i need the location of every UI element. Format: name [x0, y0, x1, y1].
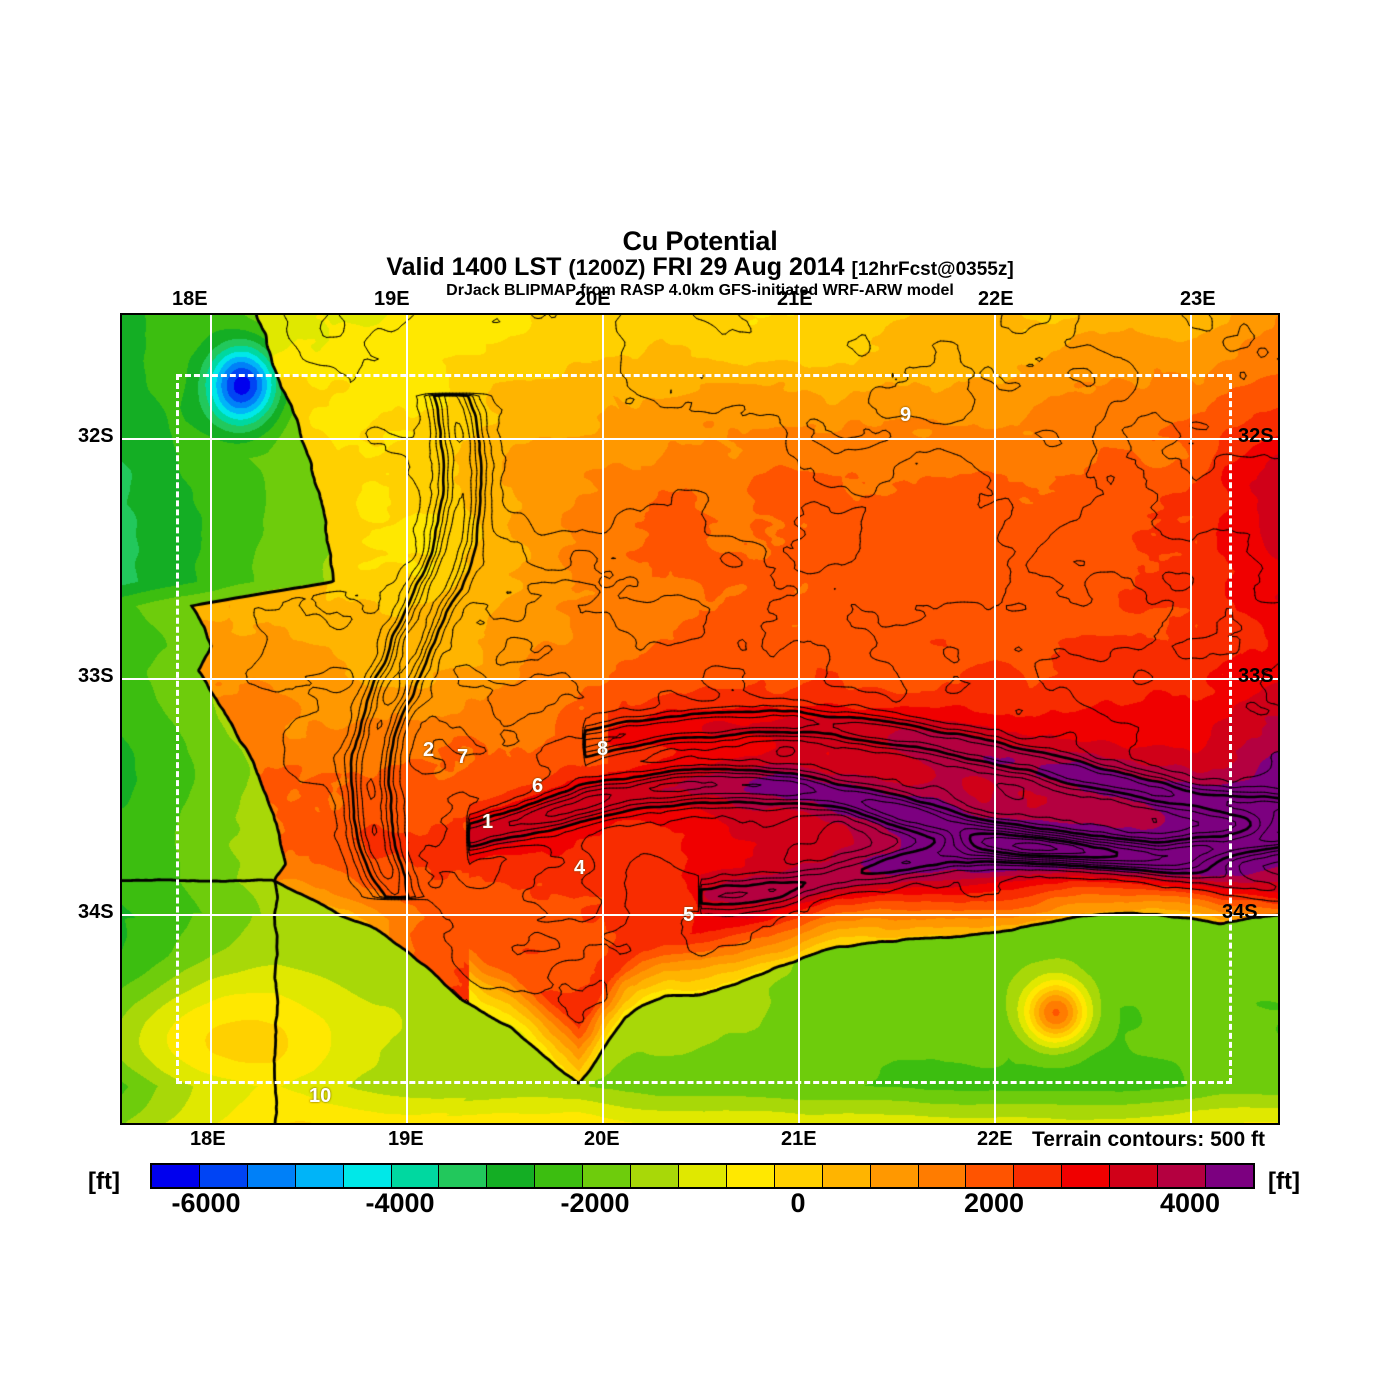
- axis-bottom-lon-18e: 18E: [190, 1128, 226, 1150]
- colorbar-swatch-19: [1062, 1165, 1111, 1187]
- colorbar-swatch-11: [678, 1165, 727, 1187]
- gridline-lat-34s: [122, 914, 1278, 916]
- axis-top-lon-22e: 22E: [978, 288, 1014, 310]
- axis-top-lon-19e: 19E: [374, 288, 410, 310]
- colorbar-swatch-7: [487, 1165, 536, 1187]
- colorbar-unit-left: [ft]: [88, 1168, 120, 1195]
- site-marker-1[interactable]: 1: [482, 811, 494, 833]
- colorbar-swatch-12: [726, 1165, 775, 1187]
- axis-top-lon-23e: 23E: [1180, 288, 1216, 310]
- site-marker-8[interactable]: 8: [597, 738, 609, 760]
- colorbar-swatch-6: [439, 1165, 488, 1187]
- colorbar-swatch-1: [199, 1165, 248, 1187]
- forecast-tag: [12hrFcst@0355z]: [851, 259, 1014, 280]
- colorbar-tick-4000: 4000: [1159, 1188, 1221, 1218]
- colorbar-swatch-17: [966, 1165, 1015, 1187]
- terrain-heatmap-canvas: [122, 315, 1278, 1123]
- colorbar-tick--2000: -2000: [560, 1188, 630, 1218]
- colorbar-swatch-5: [391, 1165, 440, 1187]
- map-panel[interactable]: 10 2 7 6 1 8 4 5 9: [120, 313, 1280, 1125]
- gridline-lat-33s: [122, 678, 1278, 680]
- colorbar-tick-0: 0: [790, 1188, 806, 1218]
- colorbar-swatch-15: [870, 1165, 919, 1187]
- colorbar-swatch-13: [774, 1165, 823, 1187]
- site-marker-10[interactable]: 10: [309, 1085, 332, 1107]
- colorbar-swatch-16: [918, 1165, 967, 1187]
- colorbar-swatch-14: [822, 1165, 871, 1187]
- colorbar-swatch-0: [152, 1165, 200, 1187]
- axis-left-lat-32s: 32S: [78, 425, 114, 447]
- colorbar-swatch-3: [295, 1165, 344, 1187]
- colorbar-swatch-2: [247, 1165, 296, 1187]
- gridline-lon-23e: [1190, 315, 1192, 1123]
- axis-bottom-lon-20e: 20E: [584, 1128, 620, 1150]
- colorbar-swatch-4: [343, 1165, 392, 1187]
- site-marker-6[interactable]: 6: [532, 775, 544, 797]
- axis-top-lon-20e: 20E: [575, 288, 611, 310]
- page-title: Cu Potential: [622, 226, 778, 256]
- axis-right-lat-34s: 34S: [1222, 901, 1258, 923]
- colorbar-swatch-8: [535, 1165, 584, 1187]
- colorbar-swatch-9: [583, 1165, 632, 1187]
- colorbar-swatch-18: [1014, 1165, 1063, 1187]
- axis-bottom-lon-19e: 19E: [388, 1128, 424, 1150]
- gridline-lon-19e: [406, 315, 408, 1123]
- valid-time-utc: (1200Z): [568, 255, 646, 280]
- colorbar-unit-right: [ft]: [1268, 1168, 1300, 1195]
- colorbar-swatch-10: [631, 1165, 679, 1187]
- axis-top-lon-21e: 21E: [777, 288, 813, 310]
- axis-left-lat-33s: 33S: [78, 665, 114, 687]
- axis-left-lat-34s: 34S: [78, 901, 114, 923]
- gridline-lat-32s: [122, 438, 1278, 440]
- gridline-lon-21e: [798, 315, 800, 1123]
- gridline-lon-18e: [210, 315, 212, 1123]
- axis-bottom-lon-21e: 21E: [781, 1128, 817, 1150]
- valid-time-line: Valid 1400 LST (1200Z) FRI 29 Aug 2014 […: [0, 255, 1400, 280]
- gridline-lon-20e: [602, 315, 604, 1123]
- site-marker-9[interactable]: 9: [900, 404, 912, 426]
- colorbar-swatch-21: [1158, 1165, 1206, 1187]
- colorbar-tick--4000: -4000: [365, 1188, 435, 1218]
- model-note: DrJack BLIPMAP from RASP 4.0km GFS-initi…: [446, 282, 954, 299]
- axis-bottom-lon-22e: 22E: [977, 1128, 1013, 1150]
- gridline-lon-22e: [994, 315, 996, 1123]
- colorbar[interactable]: [150, 1163, 1255, 1189]
- axis-right-lat-33s: 33S: [1238, 665, 1274, 687]
- colorbar-tick-2000: 2000: [963, 1188, 1025, 1218]
- axis-top-lon-18e: 18E: [172, 288, 208, 310]
- valid-time-prefix: Valid 1400 LST: [386, 253, 562, 281]
- colorbar-swatch-20: [1110, 1165, 1159, 1187]
- site-marker-4[interactable]: 4: [574, 857, 586, 879]
- site-marker-7[interactable]: 7: [457, 746, 469, 768]
- valid-date: FRI 29 Aug 2014: [652, 253, 845, 281]
- site-marker-5[interactable]: 5: [683, 904, 695, 926]
- terrain-contour-note: Terrain contours: 500 ft: [1032, 1128, 1265, 1151]
- site-marker-2[interactable]: 2: [423, 739, 435, 761]
- colorbar-swatch-22: [1205, 1165, 1253, 1187]
- axis-right-lat-32s: 32S: [1238, 425, 1274, 447]
- colorbar-tick--6000: -6000: [171, 1188, 241, 1218]
